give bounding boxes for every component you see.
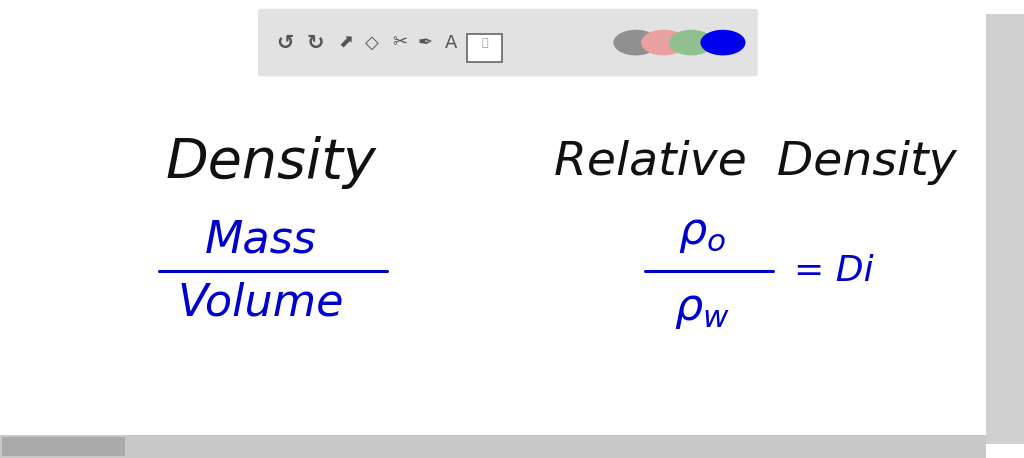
Text: ✂: ✂: [392, 33, 407, 52]
Bar: [2, 437, 125, 456]
FancyBboxPatch shape: [258, 9, 758, 76]
Text: ⬈: ⬈: [339, 33, 353, 52]
Text: Density: Density: [166, 136, 377, 189]
Text: $\mathit{\rho_o}$: $\mathit{\rho_o}$: [678, 212, 725, 255]
Text: Relative  Density: Relative Density: [554, 140, 957, 185]
Ellipse shape: [613, 30, 658, 55]
Ellipse shape: [700, 30, 745, 55]
Text: = Di: = Di: [794, 254, 873, 288]
Text: $\mathit{\rho_w}$: $\mathit{\rho_w}$: [674, 288, 729, 331]
Ellipse shape: [641, 30, 686, 55]
Text: ⛰: ⛰: [481, 38, 487, 48]
Bar: [986, 14, 1024, 444]
Text: Volume: Volume: [178, 282, 344, 325]
Ellipse shape: [669, 30, 714, 55]
Text: ↻: ↻: [306, 33, 325, 53]
Bar: [0, 435, 986, 458]
Text: ◇: ◇: [365, 33, 379, 52]
Text: Mass: Mass: [205, 219, 317, 262]
Text: A: A: [444, 33, 457, 52]
Bar: [467, 34, 502, 62]
Text: ↺: ↺: [275, 33, 294, 53]
Text: ✒: ✒: [418, 33, 432, 52]
